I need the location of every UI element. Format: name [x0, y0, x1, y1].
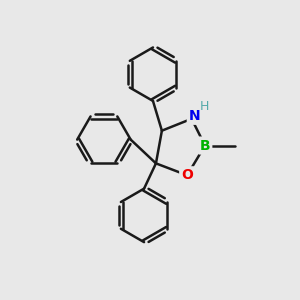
Text: B: B	[200, 139, 210, 152]
Text: N: N	[189, 109, 200, 123]
Text: H: H	[200, 100, 209, 113]
Text: O: O	[181, 168, 193, 182]
